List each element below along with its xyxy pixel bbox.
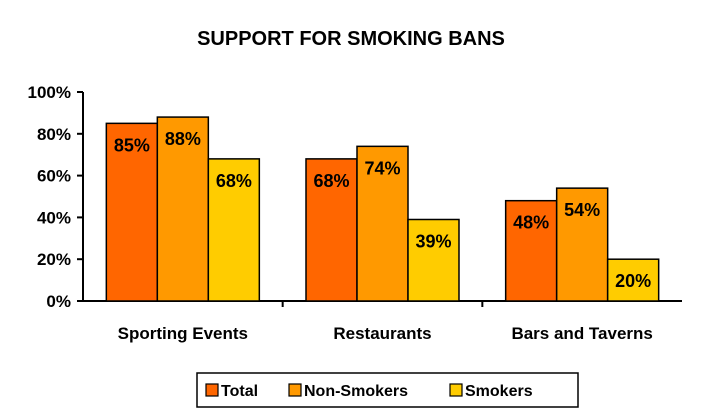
x-tick-label: Restaurants	[333, 324, 431, 343]
y-tick-label: 0%	[46, 292, 71, 311]
bar-smokers-1	[407, 218, 460, 302]
data-label: 20%	[615, 271, 651, 291]
data-label: 74%	[364, 158, 400, 178]
legend-box	[196, 372, 579, 408]
y-tick-label: 20%	[37, 250, 71, 269]
x-tick-label: Sporting Events	[118, 324, 248, 343]
x-tick-label: Bars and Taverns	[511, 324, 652, 343]
legend-swatch	[288, 383, 302, 397]
legend-entry: Total	[221, 383, 258, 400]
bar-smokers-2	[606, 258, 660, 302]
legend: Total Non-Smokers Smokers	[196, 372, 579, 408]
legend-entry: Smokers	[465, 383, 533, 400]
y-tick-label: 60%	[37, 167, 71, 186]
legend-swatch	[449, 383, 463, 397]
y-tick-label: 40%	[37, 208, 71, 227]
bar-smokers-0	[207, 158, 261, 302]
data-label: 88%	[165, 129, 201, 149]
data-label: 68%	[216, 171, 252, 191]
legend-entry: Non-Smokers	[304, 383, 408, 400]
data-label: 54%	[564, 200, 600, 220]
chart-title: SUPPORT FOR SMOKING BANS	[197, 28, 505, 50]
bar-non-smokers-1	[356, 145, 409, 302]
y-tick-label: 80%	[37, 125, 71, 144]
bar-total-1	[305, 158, 358, 302]
plot-area: 0% 20% 40% 60% 80% 100% 85% 88% 68% Sporting Even…	[28, 83, 682, 343]
data-label: 48%	[513, 213, 549, 233]
bar-total-2	[504, 199, 558, 302]
data-label: 68%	[313, 171, 349, 191]
bar-non-smokers-0	[156, 116, 210, 302]
data-label: 39%	[415, 231, 451, 251]
data-label: 85%	[114, 135, 150, 155]
legend-swatch	[205, 383, 219, 397]
bar-non-smokers-2	[555, 187, 609, 302]
y-tick-label: 100%	[28, 83, 71, 102]
